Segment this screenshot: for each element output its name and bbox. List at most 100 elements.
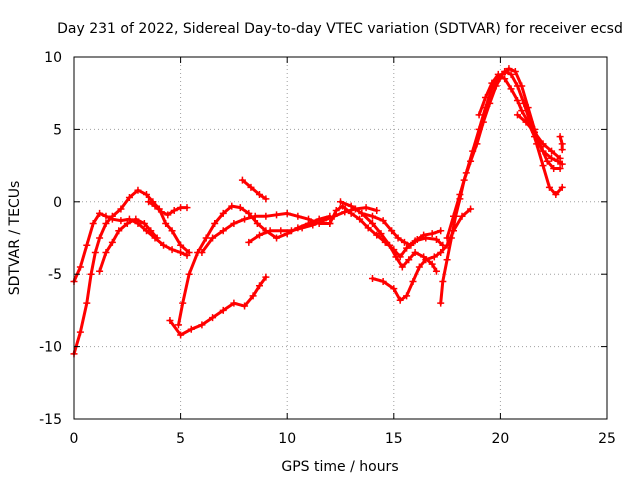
data-point-marker xyxy=(102,220,110,228)
data-point-marker xyxy=(481,94,489,102)
x-tick-label: 25 xyxy=(598,431,616,447)
data-point-marker xyxy=(458,212,466,220)
data-point-marker xyxy=(249,292,257,300)
data-point-marker xyxy=(96,209,104,217)
data-point-marker xyxy=(388,227,396,235)
data-point-marker xyxy=(145,198,153,206)
data-point-marker xyxy=(117,217,125,225)
data-point-marker xyxy=(428,260,436,268)
data-series-track-3 xyxy=(96,215,161,275)
data-point-marker xyxy=(102,248,110,256)
data-point-marker xyxy=(332,206,340,214)
data-point-marker xyxy=(556,133,564,141)
data-point-marker xyxy=(247,183,255,191)
data-point-marker xyxy=(373,206,381,214)
y-tick-label: -10 xyxy=(39,340,62,356)
data-point-marker xyxy=(390,285,398,293)
data-point-marker xyxy=(379,217,387,225)
data-point-marker xyxy=(245,238,253,246)
data-point-marker xyxy=(368,212,376,220)
data-point-marker xyxy=(117,205,125,213)
axis-ticks: 0 5 10 15 20 25 -15 -10 -5 0 5 10 xyxy=(39,50,616,447)
data-point-marker xyxy=(262,212,270,220)
data-point-marker xyxy=(558,146,566,154)
data-point-marker xyxy=(405,256,413,264)
data-series-track-18 xyxy=(556,133,566,154)
data-series-track-1 xyxy=(70,209,191,285)
data-point-marker xyxy=(319,217,327,225)
data-series-layer xyxy=(70,65,566,358)
data-point-marker xyxy=(147,227,155,235)
data-point-marker xyxy=(236,204,244,212)
data-point-marker xyxy=(539,162,547,170)
data-point-marker xyxy=(337,198,344,206)
data-point-marker xyxy=(241,302,249,310)
data-point-marker xyxy=(255,282,263,290)
x-tick-label: 10 xyxy=(278,431,296,447)
data-point-marker xyxy=(209,314,217,322)
data-point-marker xyxy=(177,204,185,212)
data-point-marker xyxy=(262,273,270,281)
data-point-marker xyxy=(356,215,364,223)
data-point-marker xyxy=(368,275,376,283)
data-point-marker xyxy=(283,209,291,217)
data-series-track-17 xyxy=(513,111,564,162)
x-tick-label: 0 xyxy=(70,431,79,447)
data-point-marker xyxy=(123,220,131,228)
data-point-marker xyxy=(198,248,206,256)
data-point-marker xyxy=(422,256,430,264)
series-line xyxy=(360,211,443,247)
data-point-marker xyxy=(543,157,551,165)
data-point-marker xyxy=(462,169,470,177)
data-point-marker xyxy=(160,241,168,249)
y-tick-label: 10 xyxy=(44,50,62,66)
data-point-marker xyxy=(266,227,274,235)
data-series-track-16 xyxy=(475,70,566,168)
data-point-marker xyxy=(87,270,95,278)
data-point-marker xyxy=(409,277,417,285)
data-point-marker xyxy=(287,227,295,235)
data-point-marker xyxy=(326,220,334,228)
data-point-marker xyxy=(432,267,440,275)
data-point-marker xyxy=(432,235,440,243)
data-point-marker xyxy=(170,206,178,214)
data-point-marker xyxy=(151,202,159,210)
data-point-marker xyxy=(411,248,419,256)
data-point-marker xyxy=(179,299,187,307)
data-point-marker xyxy=(253,220,261,228)
data-point-marker xyxy=(183,204,191,212)
data-point-marker xyxy=(545,183,553,191)
data-point-marker xyxy=(368,220,376,228)
data-point-marker xyxy=(394,234,402,242)
data-point-marker xyxy=(164,211,172,219)
data-point-marker xyxy=(157,208,165,216)
data-point-marker xyxy=(241,215,249,223)
data-point-marker xyxy=(548,154,556,162)
data-point-marker xyxy=(437,227,445,235)
data-point-marker xyxy=(556,154,564,162)
data-point-marker xyxy=(142,191,150,199)
data-point-marker xyxy=(501,75,509,83)
data-point-marker xyxy=(162,220,170,228)
data-point-marker xyxy=(228,202,236,210)
data-point-marker xyxy=(556,164,564,172)
data-point-marker xyxy=(518,107,526,115)
data-point-marker xyxy=(168,246,176,254)
data-point-marker xyxy=(469,147,477,155)
data-point-marker xyxy=(245,209,253,217)
series-line xyxy=(72,211,189,283)
data-point-marker xyxy=(373,231,381,239)
series-line xyxy=(168,275,268,337)
data-point-marker xyxy=(273,211,281,219)
data-point-marker xyxy=(539,147,547,155)
data-point-marker xyxy=(187,325,195,333)
data-series-track-4 xyxy=(145,198,191,219)
y-tick-label: -5 xyxy=(48,267,62,283)
data-point-marker xyxy=(443,256,451,264)
data-point-marker xyxy=(428,230,436,238)
data-point-marker xyxy=(177,248,185,256)
data-point-marker xyxy=(407,241,415,249)
data-point-marker xyxy=(437,248,445,256)
data-point-marker xyxy=(251,212,259,220)
x-tick-label: 20 xyxy=(491,431,509,447)
